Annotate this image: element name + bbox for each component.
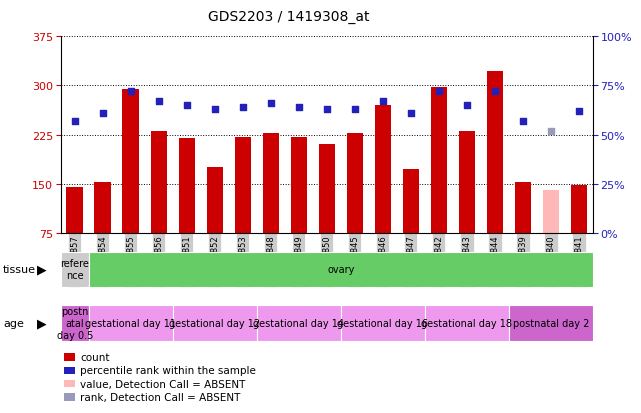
Text: postnatal day 2: postnatal day 2 bbox=[513, 318, 589, 328]
Bar bbox=[319, 145, 335, 233]
Text: age: age bbox=[3, 318, 24, 328]
Bar bbox=[178, 138, 196, 233]
Text: rank, Detection Call = ABSENT: rank, Detection Call = ABSENT bbox=[80, 392, 240, 402]
Point bbox=[574, 109, 584, 115]
Bar bbox=[235, 137, 251, 233]
Bar bbox=[122, 90, 139, 233]
Bar bbox=[61, 306, 89, 341]
Point bbox=[490, 89, 500, 95]
Bar bbox=[257, 306, 341, 341]
Bar bbox=[206, 168, 223, 233]
Point bbox=[518, 118, 528, 125]
Bar bbox=[94, 183, 112, 233]
Text: gestational day 18: gestational day 18 bbox=[421, 318, 512, 328]
Point bbox=[545, 128, 556, 135]
Text: gestational day 11: gestational day 11 bbox=[85, 318, 176, 328]
Point bbox=[462, 102, 472, 109]
Point bbox=[350, 107, 360, 113]
Point bbox=[182, 102, 192, 109]
Bar bbox=[487, 72, 503, 233]
Point bbox=[434, 89, 444, 95]
Bar bbox=[515, 183, 531, 233]
Bar bbox=[431, 88, 447, 233]
Bar bbox=[67, 188, 83, 233]
Point bbox=[126, 89, 136, 95]
Point bbox=[266, 101, 276, 107]
Bar bbox=[542, 191, 560, 233]
Bar bbox=[347, 133, 363, 233]
Text: ▶: ▶ bbox=[37, 263, 46, 276]
Bar bbox=[61, 252, 89, 287]
Text: ▶: ▶ bbox=[37, 317, 46, 330]
Text: value, Detection Call = ABSENT: value, Detection Call = ABSENT bbox=[80, 379, 246, 389]
Bar bbox=[173, 306, 257, 341]
Text: GDS2203 / 1419308_at: GDS2203 / 1419308_at bbox=[208, 10, 369, 24]
Point bbox=[210, 107, 220, 113]
Text: ovary: ovary bbox=[327, 264, 354, 275]
Point bbox=[294, 104, 304, 111]
Text: refere
nce: refere nce bbox=[60, 259, 89, 280]
Text: count: count bbox=[80, 352, 110, 362]
Point bbox=[98, 110, 108, 117]
Point bbox=[154, 99, 164, 105]
Text: gestational day 14: gestational day 14 bbox=[253, 318, 344, 328]
Bar bbox=[509, 306, 593, 341]
Bar bbox=[570, 185, 587, 233]
Point bbox=[238, 104, 248, 111]
Bar bbox=[374, 106, 391, 233]
Text: gestational day 16: gestational day 16 bbox=[337, 318, 428, 328]
Point bbox=[406, 110, 416, 117]
Bar bbox=[263, 133, 279, 233]
Point bbox=[378, 99, 388, 105]
Text: postn
atal
day 0.5: postn atal day 0.5 bbox=[56, 306, 93, 340]
Text: gestational day 12: gestational day 12 bbox=[169, 318, 260, 328]
Bar bbox=[151, 132, 167, 233]
Bar bbox=[425, 306, 509, 341]
Text: percentile rank within the sample: percentile rank within the sample bbox=[80, 366, 256, 375]
Bar bbox=[458, 132, 476, 233]
Bar bbox=[403, 170, 419, 233]
Bar bbox=[341, 306, 425, 341]
Point bbox=[322, 107, 332, 113]
Bar bbox=[290, 137, 307, 233]
Text: tissue: tissue bbox=[3, 264, 36, 275]
Bar bbox=[89, 306, 173, 341]
Point bbox=[70, 118, 80, 125]
